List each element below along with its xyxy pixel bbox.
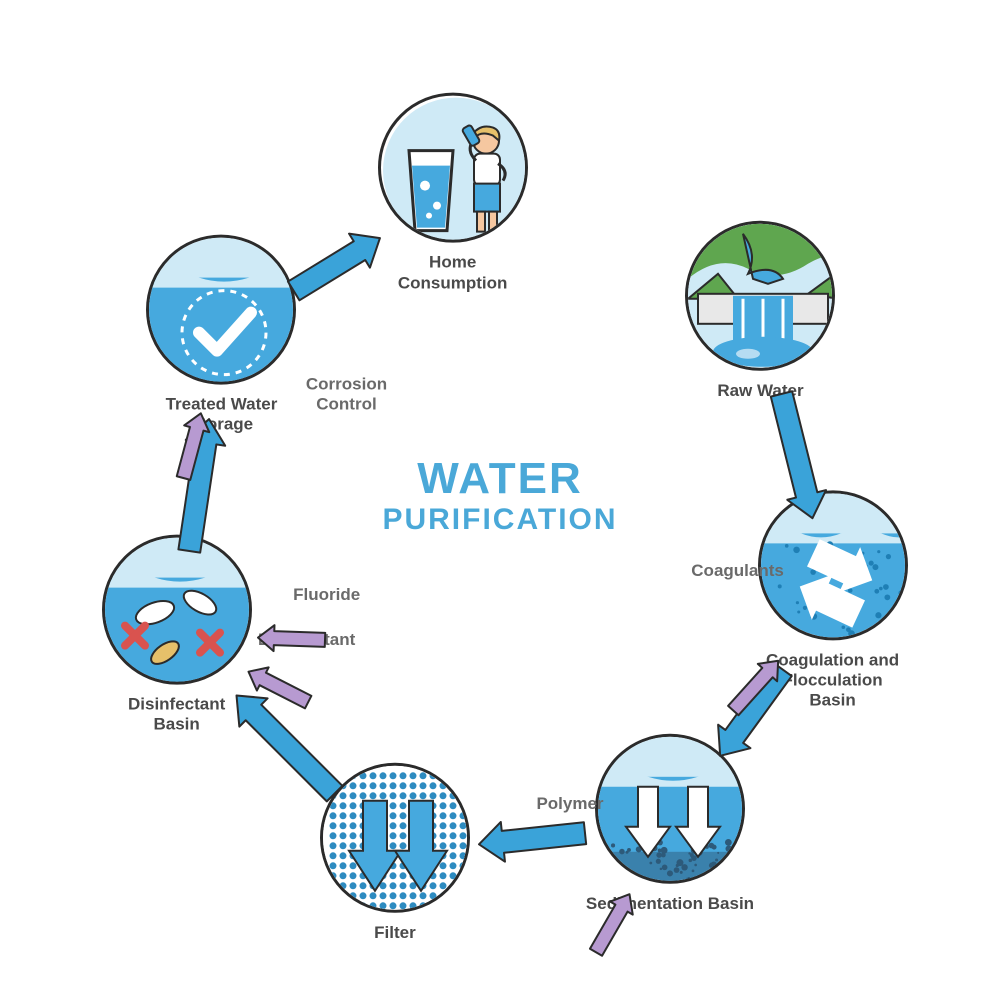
- flow-arrow: [475, 812, 589, 865]
- node-raw: Raw Water: [675, 221, 845, 401]
- node-circle-disinfect: [102, 535, 252, 685]
- inject-label: Polymer: [536, 794, 603, 814]
- node-home: Home Consumption: [368, 93, 538, 294]
- inject-label: Fluoride: [293, 585, 360, 605]
- inject-arrow: [255, 623, 327, 655]
- node-circle-home: [378, 93, 528, 243]
- diagram-canvas: WATER PURIFICATION Home Consumption Raw W…: [0, 0, 1000, 1000]
- node-circle-storage: [146, 235, 296, 385]
- node-label-filter: Filter: [310, 923, 480, 943]
- node-label-home: Home Consumption: [368, 253, 538, 294]
- title-line2: PURIFICATION: [330, 503, 670, 536]
- diagram-title: WATER PURIFICATION: [330, 455, 670, 536]
- node-circle-raw: [685, 221, 835, 371]
- flow-arrow: [281, 219, 393, 310]
- title-line1: WATER: [330, 455, 670, 503]
- node-storage: Treated Water Storage: [136, 235, 306, 436]
- inject-label: Corrosion Control: [306, 375, 387, 416]
- inject-label: Coagulants: [691, 560, 784, 580]
